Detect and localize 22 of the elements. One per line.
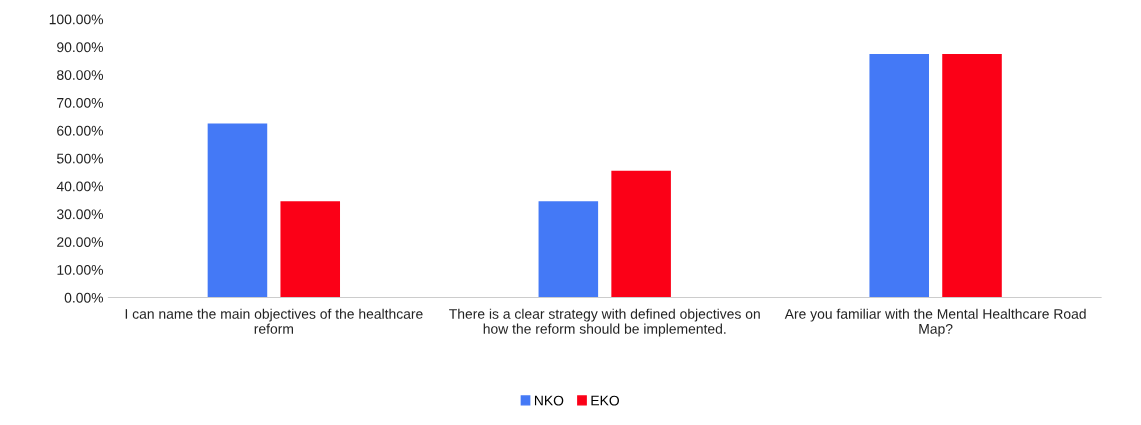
bar: [611, 170, 671, 298]
bar: [942, 53, 1002, 298]
y-tick-label: 40.00%: [56, 181, 104, 192]
y-tick-label: 10.00%: [57, 265, 104, 275]
y-tick-label: 60.00%: [57, 125, 104, 136]
bar: [280, 201, 341, 298]
x-tick-label: Are you familiar with the Mental Healthcare Road Map?: [784, 308, 1086, 337]
y-tick-label: 80.00%: [57, 70, 104, 80]
y-tick-label: 100.00%: [49, 14, 104, 25]
y-tick-label: 50.00%: [56, 153, 104, 164]
x-tick-label: I can name the main objectives of the healthcare reform: [125, 308, 423, 334]
bar: [207, 123, 268, 298]
bar: [869, 53, 929, 298]
y-tick-label: 90.00%: [57, 42, 104, 53]
y-tick-label: 30.00%: [56, 209, 104, 220]
legend-label: EKO: [591, 395, 619, 406]
y-tick-label: 0.00%: [64, 292, 104, 303]
legend-label: NKO: [534, 395, 564, 406]
y-tick-label: 20.00%: [57, 237, 104, 247]
bar: [538, 201, 599, 298]
y-tick-label: 70.00%: [57, 97, 104, 108]
x-tick-label: There is a clear strategy with defined objectives on how the reform should be implemented.: [449, 308, 760, 337]
